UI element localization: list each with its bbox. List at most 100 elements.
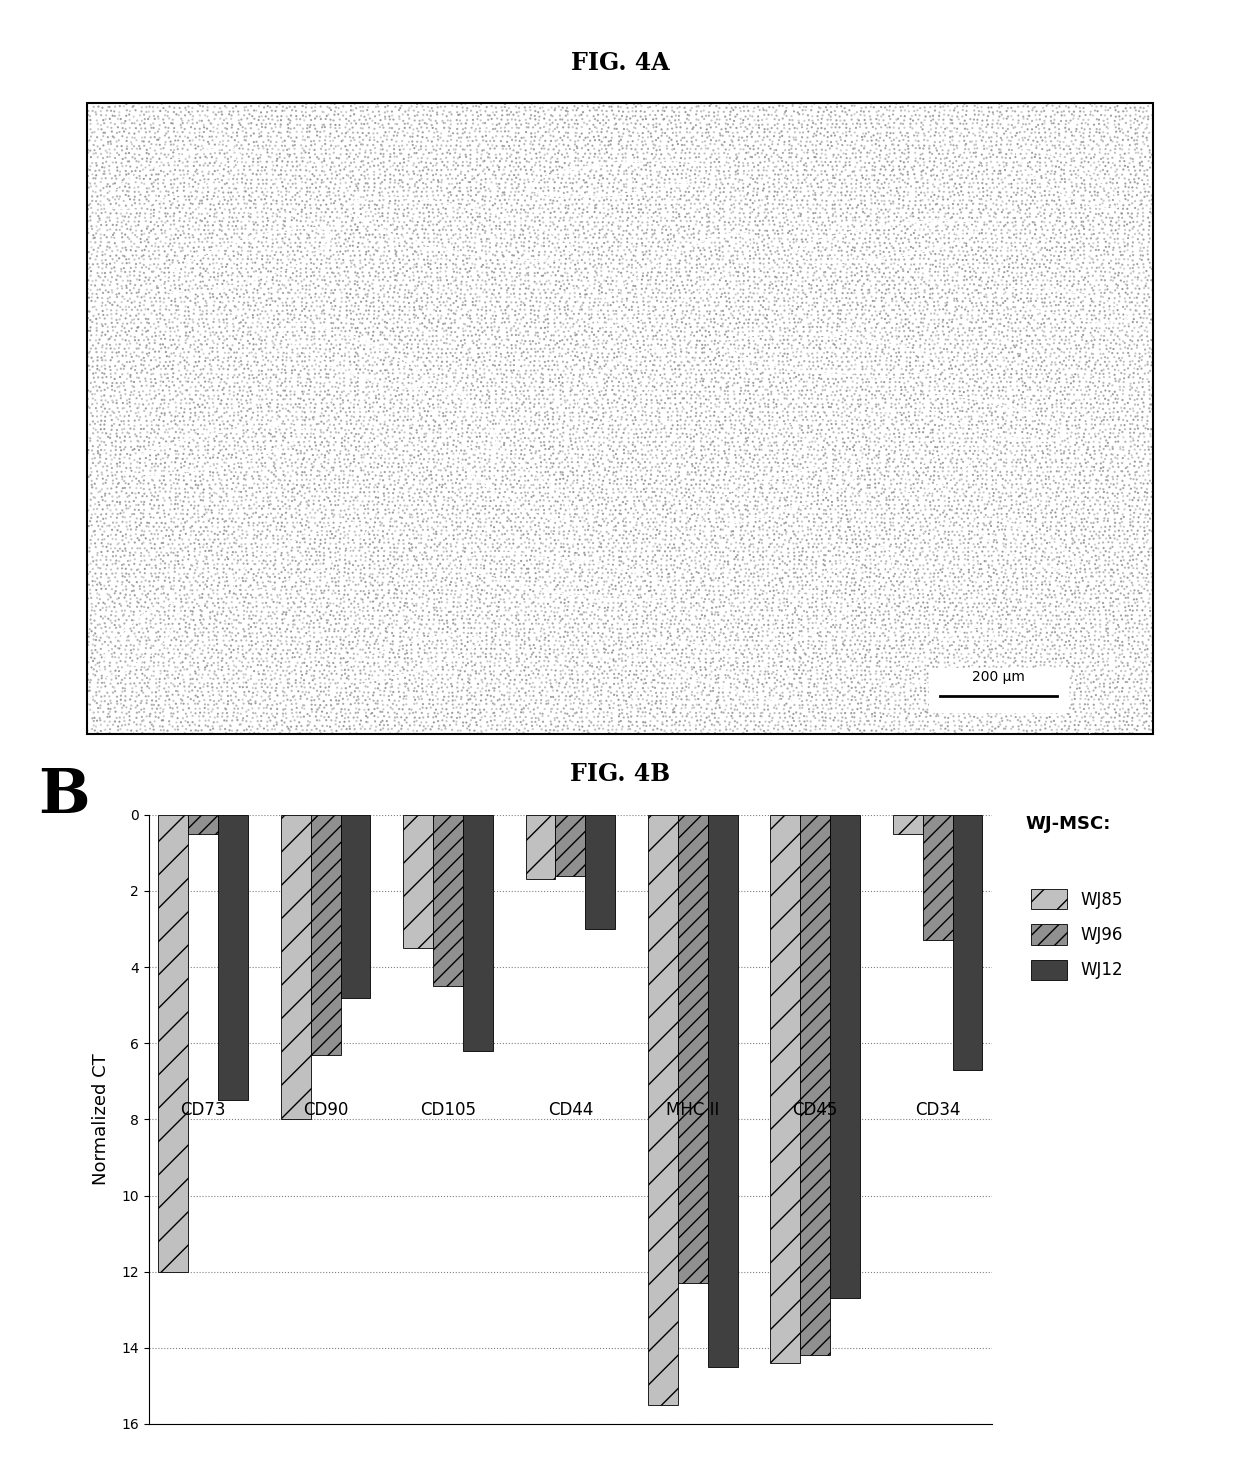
Point <box>719 138 739 161</box>
Point <box>1007 91 1027 115</box>
Point <box>687 210 707 233</box>
Point <box>728 161 748 185</box>
Point <box>1120 333 1140 357</box>
Point <box>139 257 159 280</box>
Point <box>947 288 967 311</box>
Point <box>1135 524 1154 548</box>
Point <box>658 228 678 251</box>
Point <box>812 562 832 586</box>
Point <box>849 578 869 602</box>
Point <box>629 316 649 339</box>
Point <box>497 131 517 154</box>
Point <box>894 608 914 631</box>
Point <box>283 316 303 339</box>
Point <box>614 520 634 543</box>
Point <box>159 612 179 636</box>
Point <box>918 201 937 225</box>
Point <box>1121 545 1141 568</box>
Point <box>626 439 646 462</box>
Point <box>1060 696 1080 719</box>
Point <box>1122 509 1142 533</box>
Point <box>321 229 341 252</box>
Point <box>1040 592 1060 615</box>
Point <box>486 429 506 452</box>
Point <box>743 430 763 454</box>
Point <box>501 722 521 746</box>
Point <box>436 531 456 555</box>
Point <box>890 524 910 548</box>
Point <box>1084 188 1104 211</box>
Point <box>512 677 532 700</box>
Point <box>186 524 206 548</box>
Point <box>861 223 880 247</box>
Point <box>870 239 890 263</box>
Point <box>837 302 857 326</box>
Point <box>779 294 799 317</box>
Point <box>528 181 548 204</box>
Point <box>192 333 212 357</box>
Point <box>846 506 866 530</box>
Point <box>981 640 1001 664</box>
Point <box>1143 404 1163 427</box>
Point <box>558 716 578 740</box>
Point <box>1008 255 1028 279</box>
Point <box>773 332 792 355</box>
Point <box>605 113 625 137</box>
Point <box>451 282 471 305</box>
Point <box>657 688 677 712</box>
Point <box>599 680 619 703</box>
Point <box>171 364 191 388</box>
Point <box>1064 242 1084 266</box>
Point <box>874 608 894 631</box>
Point <box>249 117 269 141</box>
Point <box>164 145 184 169</box>
Point <box>892 269 911 292</box>
Point <box>1115 443 1135 467</box>
Point <box>459 688 479 712</box>
Point <box>787 150 807 173</box>
Point <box>682 255 702 279</box>
Point <box>910 327 930 351</box>
Point <box>900 561 920 584</box>
Point <box>373 116 393 139</box>
Point <box>1044 217 1064 241</box>
Point <box>340 134 360 157</box>
Point <box>791 543 811 567</box>
Point <box>439 624 459 647</box>
Point <box>98 697 118 721</box>
Point <box>93 498 113 521</box>
Point <box>976 549 996 573</box>
Point <box>733 90 753 113</box>
Point <box>942 363 962 386</box>
Point <box>536 482 556 505</box>
Point <box>1105 515 1125 539</box>
Point <box>833 251 853 275</box>
Point <box>701 116 720 139</box>
Point <box>241 574 260 597</box>
Point <box>424 427 444 451</box>
Point <box>238 668 258 691</box>
Point <box>506 421 526 445</box>
Point <box>791 437 811 461</box>
Point <box>649 332 668 355</box>
Point <box>928 662 947 686</box>
Point <box>241 625 260 649</box>
Point <box>370 311 389 335</box>
Point <box>544 176 564 200</box>
Point <box>236 468 255 492</box>
Point <box>154 464 174 487</box>
Point <box>986 223 1006 247</box>
Point <box>774 709 794 733</box>
Point <box>1143 156 1163 179</box>
Point <box>237 413 257 436</box>
Point <box>522 659 542 683</box>
Point <box>697 684 717 708</box>
Point <box>875 291 895 314</box>
Point <box>250 523 270 546</box>
Point <box>516 600 536 624</box>
Point <box>1094 650 1114 674</box>
Point <box>397 722 417 746</box>
Point <box>557 722 577 746</box>
Point <box>419 587 439 611</box>
Point <box>1140 302 1159 326</box>
